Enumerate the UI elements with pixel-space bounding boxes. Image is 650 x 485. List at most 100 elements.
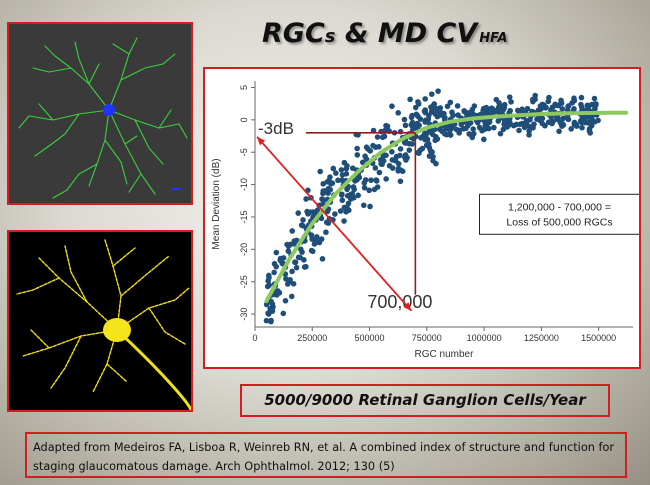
scatter-point [409,141,415,147]
citation-box: Adapted from Medeiros FA, Lisboa R, Wein… [25,432,627,478]
yellow-cell-drawing [16,239,191,410]
scatter-point [549,120,555,127]
scatter-point [429,149,435,155]
scatter-point [297,254,303,261]
title-s: s [324,26,336,47]
scatter-point [337,208,344,214]
scatter-point [263,301,270,308]
scatter-point [557,119,564,126]
scatter-point [491,124,497,131]
scatter-point [428,91,435,97]
loss-arrow-line [256,136,413,312]
scatter-point [327,186,334,193]
scatter-point [341,218,347,224]
scatter-point [285,248,292,254]
scatter-point [282,297,289,304]
scatter-point [360,202,367,209]
scatter-point [386,162,393,169]
scatter-point [479,127,485,134]
scatter-point [592,105,598,112]
scatter-point [301,264,308,270]
scatter-point [403,157,409,163]
scatter-point [366,187,372,194]
scatter-point [556,128,562,135]
scatter-point [338,167,345,173]
scatter-point [350,184,357,190]
scatter-point [373,178,380,184]
scatter-point [354,152,361,158]
scatter-point [415,99,421,105]
scatter-point [308,232,315,238]
scatter-point [568,126,574,132]
scatter-point [487,106,493,113]
scatter-point [323,219,330,226]
scatter-point [579,124,585,131]
scatter-point [355,192,361,199]
scatter-point [397,178,404,185]
scatter-point [289,228,296,234]
db-label-bg [256,115,306,136]
scatter-point [344,204,350,211]
scatter-point [413,111,420,118]
scatter-point [438,110,445,116]
scatter-point [461,108,467,114]
scatter-point [283,276,289,282]
scatter-point [271,269,277,276]
scatter-point [349,165,356,171]
scatter-point [578,101,584,108]
scatter-point [469,134,476,141]
y-tick-label: 0 [239,117,249,122]
scatter-point [591,95,598,102]
scatter-point [406,147,413,153]
scatter-point [526,128,532,134]
scatter-point [444,103,451,110]
x-axis-label: RGC number [415,349,475,360]
scatter-point [284,241,290,248]
scatter-point [415,149,421,156]
scatter-point [578,119,585,126]
scatter-point [397,128,404,135]
scatter-point [320,188,327,194]
scatter-point [309,248,316,255]
scatter-point [571,95,577,102]
scatter-point [269,301,276,307]
scatter-point [310,209,316,215]
x-tick-label: 1500000 [581,333,616,343]
scatter-point [585,120,592,126]
scatter-point [367,203,373,210]
scatter-point [402,152,409,158]
chart-svg: 5 0 -5 -10 -15 -20 -25 -30 0 250000 500000 750000 10… [211,81,639,360]
scatter-point [319,256,326,262]
scatter-point [593,101,599,107]
scatter-point [323,229,329,236]
scatter-point [395,110,401,116]
scatter-point [341,159,348,166]
scatter-point [481,136,487,143]
x-tick-label: 500000 [355,333,385,343]
scatter-point [402,122,409,129]
scatter-point [419,145,426,152]
scatter-point [330,165,337,172]
scatter-point [425,116,432,123]
scatter-point [407,96,413,103]
scatter-point [333,170,339,176]
scatter-point [565,116,572,123]
scatter-point [363,144,370,151]
scatter-point [411,124,418,131]
md-vs-rgc-chart: 5 0 -5 -10 -15 -20 -25 -30 0 250000 500000 750000 10… [203,67,641,369]
scatter-point [422,96,428,102]
scatter-point [492,108,499,115]
scatter-point [311,241,318,247]
scatter-point [469,106,476,113]
scatter-point [327,174,333,180]
scatter-point [273,249,280,256]
scatter-point [401,116,408,123]
scatter-point [422,109,429,116]
scatter-point [392,157,399,164]
scatter-point [374,184,381,190]
scatter-point [277,257,283,263]
green-ganglion-cell-image [7,22,193,205]
title-main: RGC [262,18,325,49]
caption-box: 5000/9000 Retinal Ganglion Cells/Year [240,384,610,417]
scatter-point [339,197,346,204]
